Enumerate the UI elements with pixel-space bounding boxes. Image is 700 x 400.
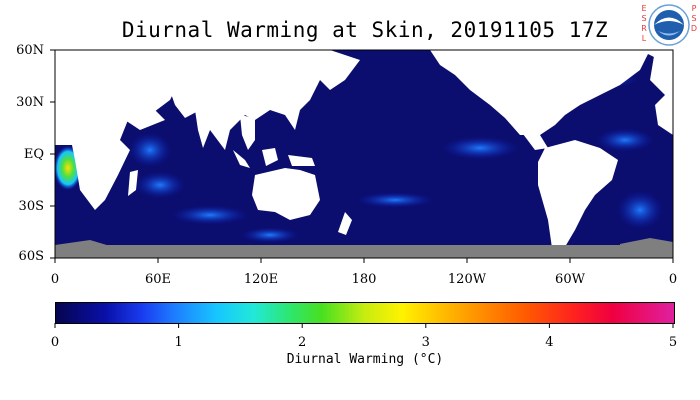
logo-letter: P <box>691 4 697 13</box>
antarctica-no-data <box>55 240 110 250</box>
australia-landmass <box>252 168 320 220</box>
lat-label-60n: 60N <box>16 43 44 58</box>
colorbar-tick-3: 3 <box>421 335 430 350</box>
lat-label-60s: 60S <box>18 249 44 264</box>
warm-patch <box>440 136 520 160</box>
antarctica-no-data <box>55 245 673 258</box>
warm-patch <box>134 171 186 199</box>
esrl-psd-noaa-logo: E S R L P S D <box>628 2 700 48</box>
land-masses <box>55 50 673 252</box>
lon-label-60w: 60W <box>555 272 585 287</box>
logo-letter: D <box>690 24 698 33</box>
warm-patch <box>355 192 435 208</box>
lat-label-eq: EQ <box>23 147 44 162</box>
esrl-vertical-letters: E S R L <box>640 4 648 44</box>
map-title: Diurnal Warming at Skin, 20191105 17Z <box>121 18 609 42</box>
lon-label-120w: 120W <box>447 272 487 287</box>
antarctica-no-data <box>620 238 673 250</box>
logo-letter: L <box>641 34 647 43</box>
warm-patch <box>128 132 172 168</box>
sumatra-landmass <box>233 150 250 168</box>
lat-ticks <box>50 49 55 259</box>
logo-letter: R <box>641 24 647 33</box>
logo-letter: S <box>691 14 697 23</box>
colorbar <box>55 302 675 324</box>
indochina-landmass <box>240 115 255 150</box>
colorbar-tick-0: 0 <box>50 335 60 350</box>
india-landmass <box>195 110 215 148</box>
lon-label-60e: 60E <box>144 272 172 287</box>
logo-letter: E <box>641 4 647 13</box>
lon-label-0: 0 <box>50 272 60 287</box>
lon-ticks <box>54 258 674 263</box>
arabia-landmass <box>120 105 165 130</box>
new-zealand-landmass <box>338 212 352 235</box>
north-america-landmass <box>430 50 650 135</box>
lat-label-30s: 30S <box>18 199 44 214</box>
warm-patch <box>170 205 250 225</box>
lat-label-30n: 30N <box>16 95 44 110</box>
warm-patch <box>616 190 664 230</box>
europe-west-landmass <box>650 50 673 135</box>
borneo-landmass <box>262 148 278 166</box>
colorbar-tick-2: 2 <box>298 335 307 350</box>
eurasia-landmass <box>150 50 360 150</box>
logo-letter: S <box>641 14 647 23</box>
warm-patch <box>240 227 300 243</box>
colorbar-label: Diurnal Warming (°C) <box>286 352 444 367</box>
lon-label-120e: 120E <box>243 272 279 287</box>
lon-label-180: 180 <box>351 272 377 287</box>
new-guinea-landmass <box>288 155 315 166</box>
africa-east-landmass <box>55 50 195 210</box>
south-america-landmass <box>538 140 618 252</box>
warm-patch <box>595 128 655 152</box>
japan-landmass <box>300 80 318 102</box>
colorbar-tick-4: 4 <box>545 335 554 350</box>
noaa-seal-icon <box>648 4 690 46</box>
lon-label-0-east: 0 <box>668 272 678 287</box>
psd-vertical-letters: P S D <box>690 4 698 34</box>
madagascar-landmass <box>128 170 138 196</box>
colorbar-tick-1: 1 <box>174 335 183 350</box>
colorbar-tick-5: 5 <box>668 335 678 350</box>
central-america-landmass <box>520 130 548 150</box>
